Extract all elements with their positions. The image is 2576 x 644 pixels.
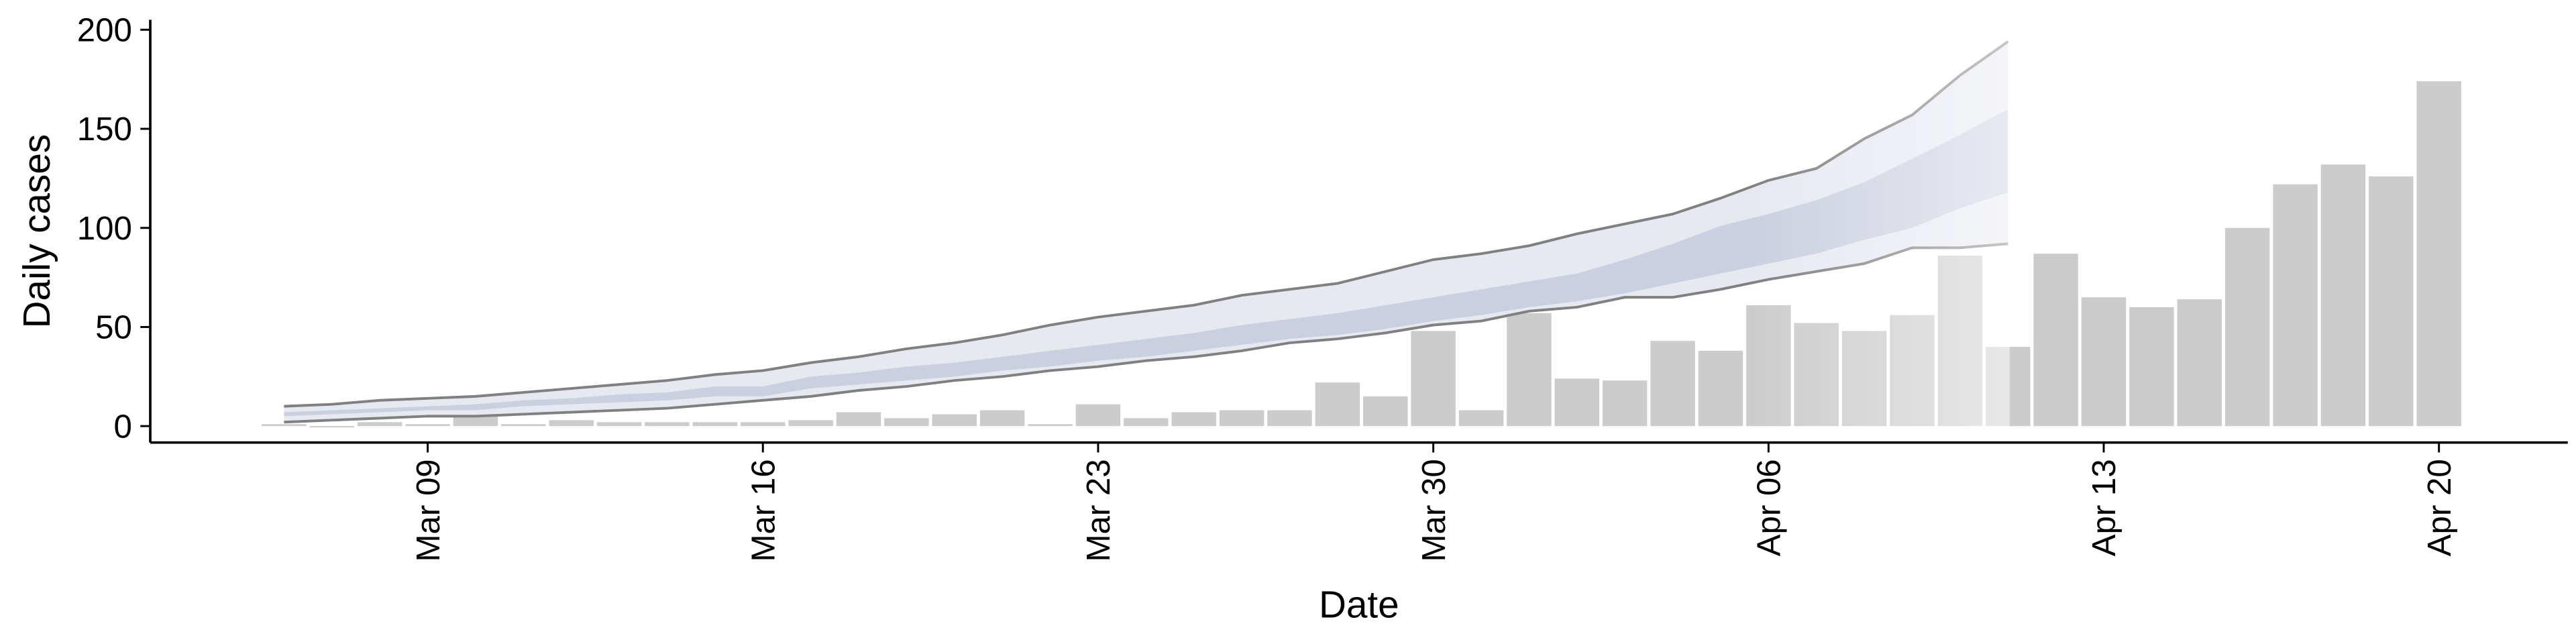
bar	[2177, 299, 2222, 427]
bar	[2320, 164, 2366, 427]
bar	[2273, 184, 2318, 427]
x-axis-title: Date	[1319, 584, 1399, 626]
bar	[2416, 81, 2461, 427]
bar	[2129, 307, 2174, 427]
axes: 0 50 100 150 200 Mar 09 Mar 16 Mar 23 Mar 30 Apr …	[77, 12, 2568, 561]
y-tick-label: 0	[114, 408, 132, 445]
x-tick-label: Mar 16	[745, 459, 782, 561]
bar	[2033, 254, 2078, 427]
bar	[2369, 176, 2414, 427]
y-tick-label: 50	[95, 309, 132, 346]
bar	[2224, 227, 2270, 427]
y-axis-title: Daily cases	[15, 134, 58, 328]
x-tick-label: Mar 09	[410, 459, 447, 561]
x-tick-label: Mar 23	[1080, 459, 1117, 561]
x-tick-label: Apr 20	[2421, 459, 2458, 556]
bar	[2081, 297, 2127, 427]
y-tick-label: 150	[77, 111, 132, 148]
x-tick-label: Mar 30	[1415, 459, 1452, 561]
y-tick-label: 100	[77, 210, 132, 247]
band-fade	[284, 19, 2010, 443]
bands	[284, 19, 2010, 443]
y-tick-label: 200	[77, 12, 132, 49]
x-tick-label: Apr 13	[2086, 459, 2123, 556]
x-tick-label: Apr 06	[1751, 459, 1788, 556]
